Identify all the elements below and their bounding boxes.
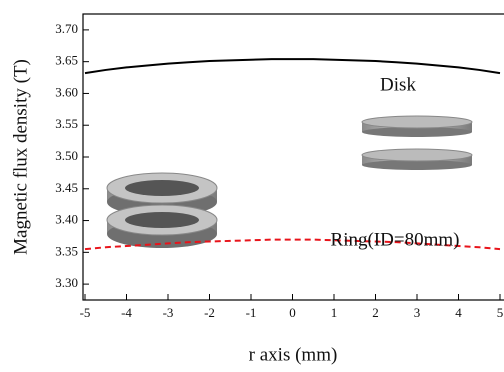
y-axis-label: Magnetic flux density (T) — [10, 59, 31, 255]
x-tick-label: -4 — [121, 305, 132, 320]
chart: r axis (mm) Magnetic flux density (T) 3.… — [0, 0, 504, 372]
y-tick-label: 3.40 — [55, 212, 78, 227]
ring-icon — [107, 173, 217, 248]
y-tick-label: 3.65 — [55, 53, 78, 68]
y-tick-label: 3.70 — [55, 21, 78, 36]
x-tick-label: 4 — [455, 305, 462, 320]
x-axis-label: r axis (mm) — [249, 344, 338, 365]
x-tick-label: 1 — [331, 305, 338, 320]
x-tick-label: -1 — [246, 305, 257, 320]
y-tick-label: 3.55 — [55, 116, 78, 131]
y-tick-label: 3.35 — [55, 243, 78, 258]
y-tick-label: 3.45 — [55, 180, 78, 195]
y-tick-label: 3.50 — [55, 148, 78, 163]
x-tick-label: 3 — [414, 305, 421, 320]
y-tick-label: 3.60 — [55, 84, 78, 99]
series-label: Disk — [380, 74, 416, 95]
series-label: Ring(ID=80mm) — [331, 229, 460, 250]
x-tick-label: -3 — [163, 305, 174, 320]
x-tick-label: 5 — [497, 305, 504, 320]
y-tick-label: 3.30 — [55, 275, 78, 290]
x-tick-label: -5 — [80, 305, 91, 320]
x-tick-label: -2 — [204, 305, 215, 320]
series-line — [85, 59, 500, 73]
x-tick-label: 2 — [372, 305, 379, 320]
disk-icon — [362, 116, 472, 170]
x-tick-label: 0 — [289, 305, 296, 320]
